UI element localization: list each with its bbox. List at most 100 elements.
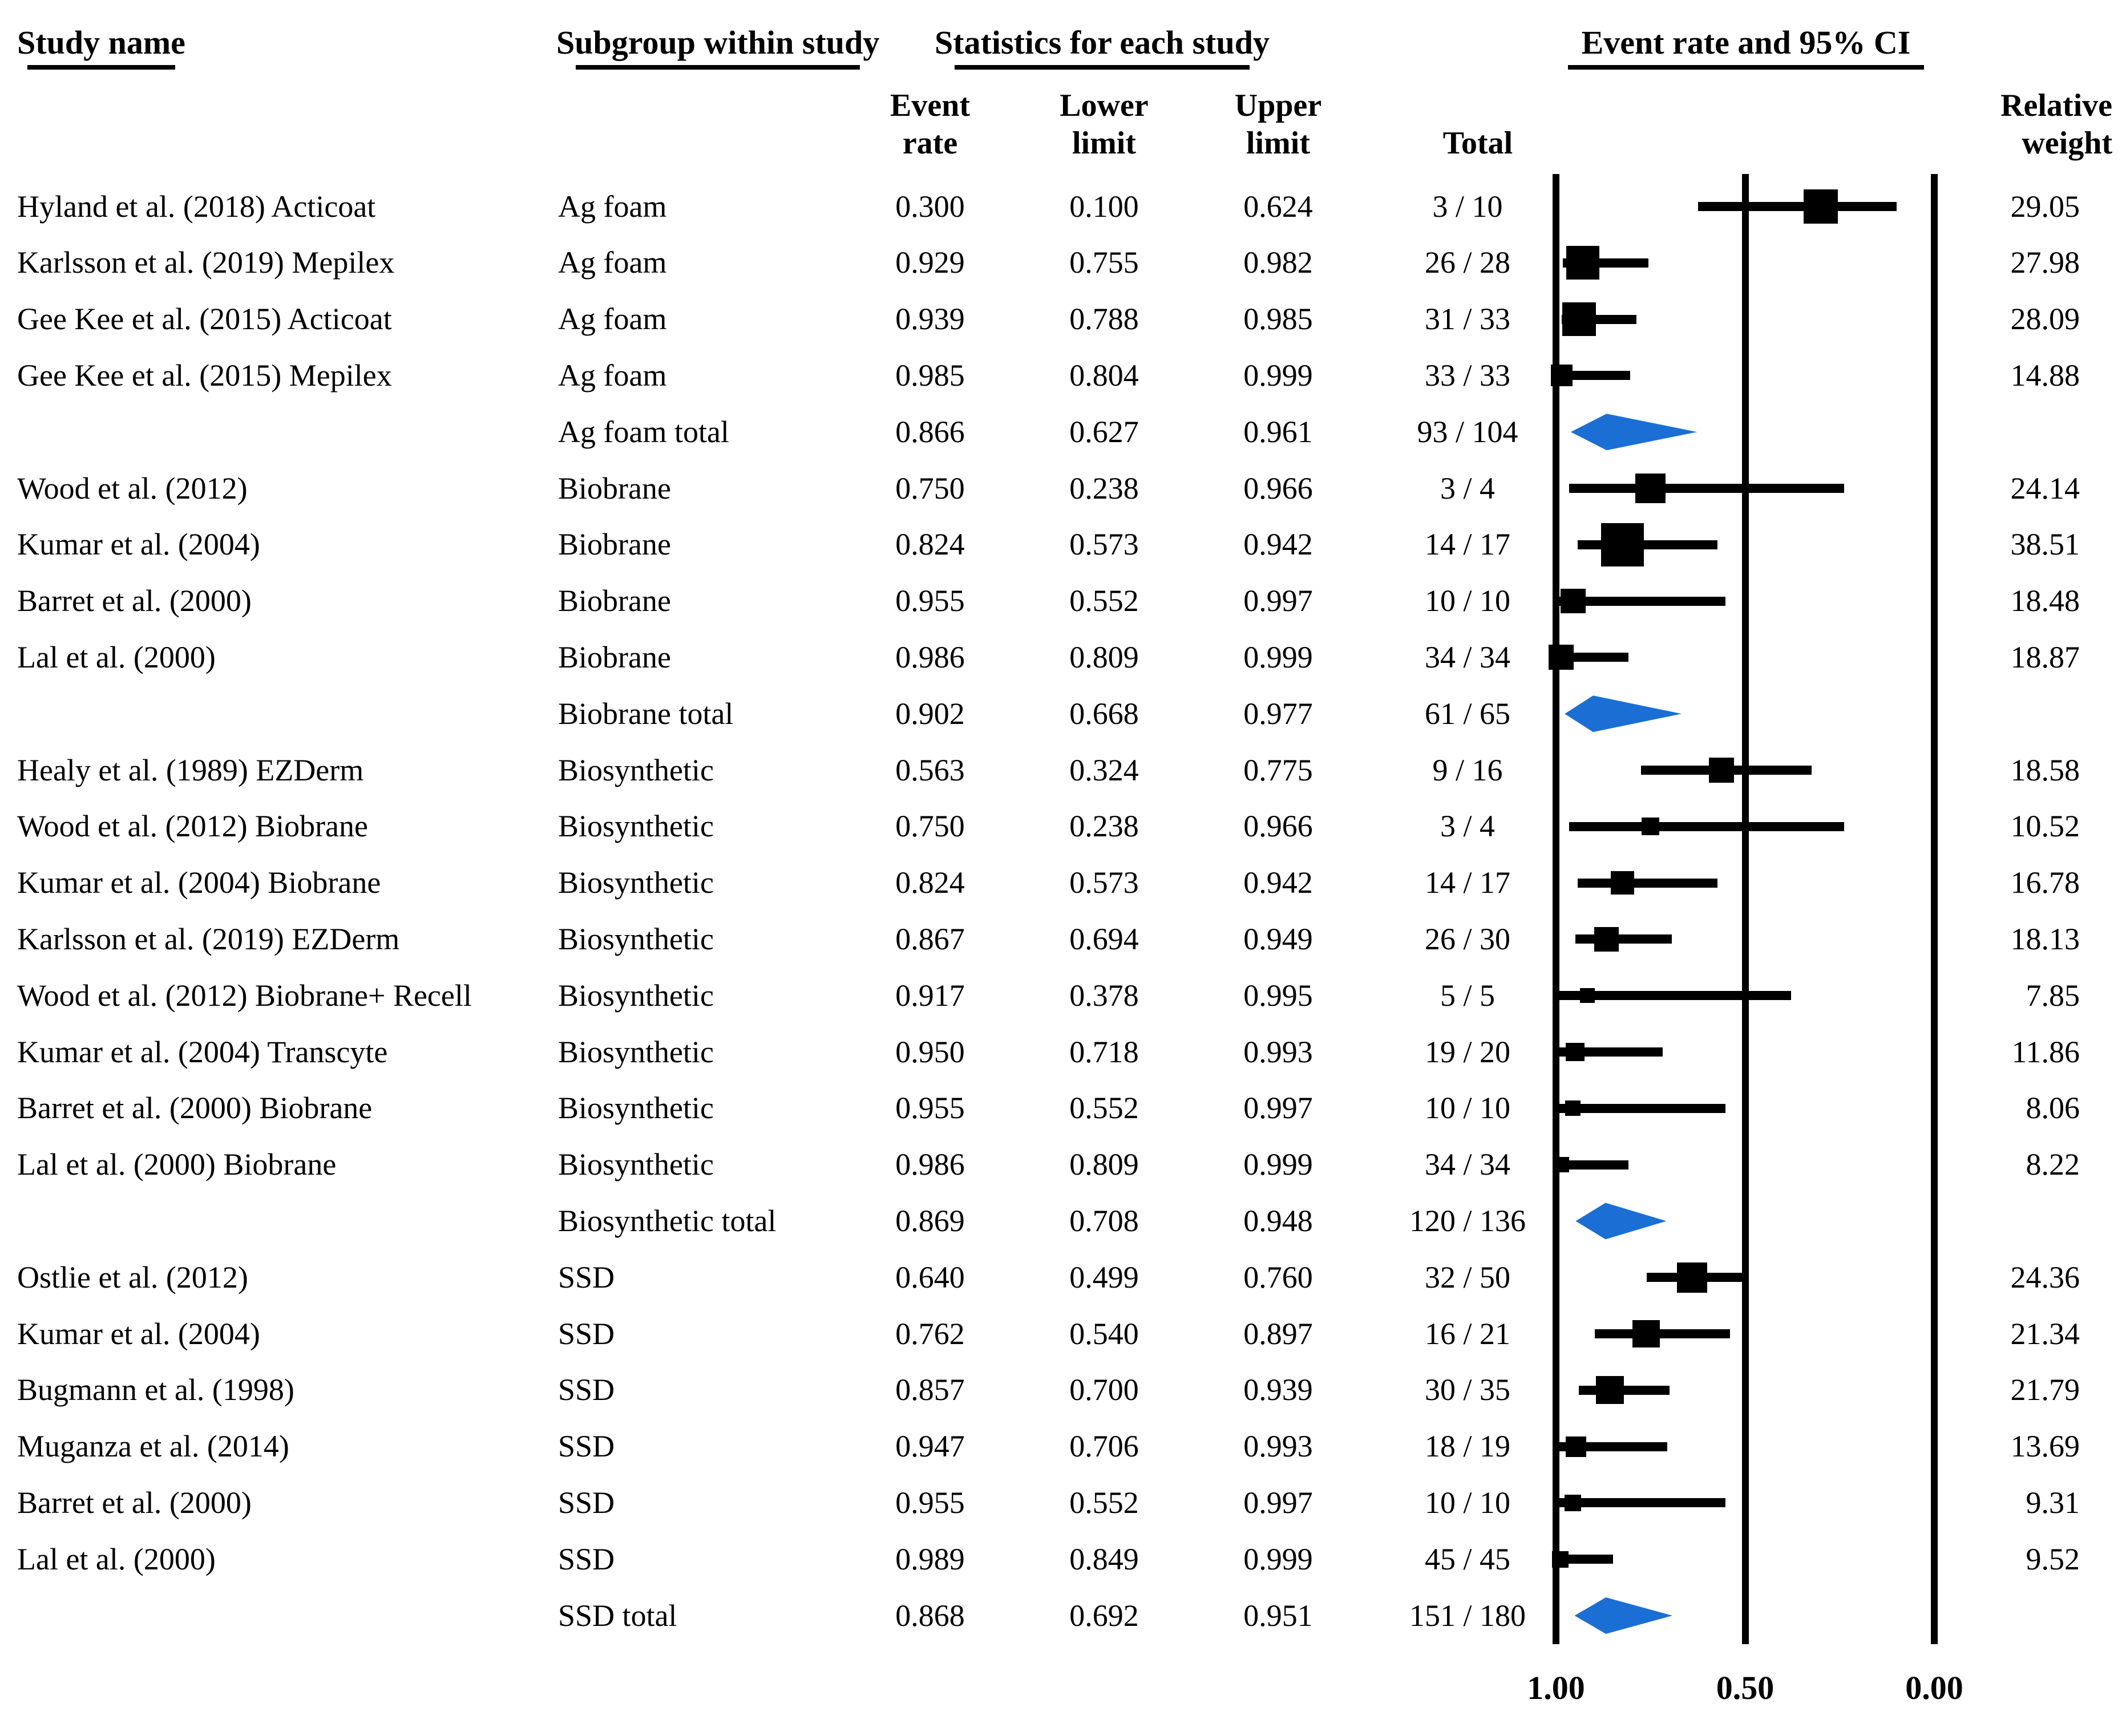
lower-limit-cell: 0.573 <box>1069 865 1139 900</box>
upper-limit-cell: 0.897 <box>1243 1316 1313 1351</box>
relative-weight-cell: 18.13 <box>2010 921 2080 956</box>
upper-limit-cell: 0.942 <box>1243 865 1313 900</box>
subgroup-cell: Biobrane <box>558 527 671 562</box>
upper-limit-cell: 0.949 <box>1243 921 1313 956</box>
lower-limit-cell: 0.552 <box>1069 584 1139 618</box>
event-rate-cell: 0.929 <box>895 245 965 280</box>
axis-tick-label: 0.50 <box>1716 1669 1775 1706</box>
ci-whisker <box>1556 371 1630 381</box>
axis-tick-label: 1.00 <box>1527 1669 1585 1706</box>
upper-limit-cell: 0.999 <box>1243 1541 1313 1576</box>
statistics-header-label: Statistics for each study <box>935 24 1270 61</box>
upper-limit-cell: 0.966 <box>1243 809 1313 844</box>
total-cell: 61 / 65 <box>1424 696 1510 731</box>
statistics-header: Statistics for each study <box>935 23 1270 70</box>
lower-limit-cell: 0.552 <box>1069 1091 1139 1126</box>
event-rate-ci-underline <box>1568 65 1924 70</box>
point-estimate-square <box>1565 1100 1581 1116</box>
point-estimate-square <box>1549 645 1574 670</box>
lower-limit-cell: 0.627 <box>1069 414 1139 449</box>
col-header-upper-limit-line1: Upper <box>1234 88 1322 123</box>
point-estimate-square <box>1611 871 1635 895</box>
total-cell: 151 / 180 <box>1409 1598 1526 1633</box>
statistics-underline <box>955 65 1250 70</box>
event-rate-cell: 0.640 <box>895 1260 965 1294</box>
study-name-cell: Gee Kee et al. (2015) Acticoat <box>17 302 392 337</box>
subgroup-cell: Ag foam <box>558 245 667 280</box>
total-cell: 19 / 20 <box>1424 1034 1510 1069</box>
ci-whisker <box>1575 934 1672 944</box>
relative-weight-cell: 8.22 <box>2026 1147 2080 1182</box>
subgroup-cell: SSD total <box>558 1598 677 1633</box>
point-estimate-square <box>1594 926 1619 952</box>
event-rate-cell: 0.869 <box>895 1203 965 1238</box>
ci-whisker <box>1579 1385 1670 1395</box>
lower-limit-cell: 0.788 <box>1069 302 1139 337</box>
study-name-cell: Wood et al. (2012) Biobrane <box>17 809 368 844</box>
point-estimate-square <box>1565 1494 1582 1511</box>
relative-weight-cell: 38.51 <box>2010 527 2080 562</box>
col-header-lower-limit: Lower limit <box>990 87 1218 162</box>
total-cell: 14 / 17 <box>1424 527 1510 562</box>
ci-whisker <box>1578 540 1718 549</box>
study-name-underline <box>27 65 176 70</box>
col-header-total-label: Total <box>1442 126 1513 161</box>
event-rate-cell: 0.985 <box>895 358 965 392</box>
upper-limit-cell: 0.999 <box>1243 358 1313 392</box>
study-name-cell: Lal et al. (2000) <box>17 1541 216 1576</box>
lower-limit-cell: 0.238 <box>1069 471 1139 505</box>
total-cell: 30 / 35 <box>1424 1373 1510 1407</box>
study-name-cell: Kumar et al. (2004) Transcyte <box>17 1034 388 1069</box>
event-rate-cell: 0.750 <box>895 809 965 844</box>
axis-gridline <box>1741 174 1749 1644</box>
ci-whisker <box>1556 1555 1614 1564</box>
upper-limit-cell: 0.997 <box>1243 1091 1313 1126</box>
lower-limit-cell: 0.706 <box>1069 1429 1139 1464</box>
lower-limit-cell: 0.755 <box>1069 245 1139 280</box>
point-estimate-square <box>1562 302 1596 337</box>
total-cell: 34 / 34 <box>1424 640 1510 674</box>
total-cell: 31 / 33 <box>1424 302 1510 337</box>
col-header-relative-weight-line1: Relative <box>2000 88 2112 123</box>
point-estimate-square <box>1635 473 1666 504</box>
axis-gridline <box>1553 174 1559 1644</box>
subgroup-cell: Biobrane <box>558 640 671 674</box>
event-rate-cell: 0.939 <box>895 302 965 337</box>
total-cell: 3 / 10 <box>1432 189 1503 224</box>
point-estimate-square <box>1566 246 1600 280</box>
event-rate-cell: 0.866 <box>895 414 965 449</box>
lower-limit-cell: 0.573 <box>1069 527 1139 562</box>
subgroup-cell: Biosynthetic total <box>558 1203 777 1238</box>
point-estimate-square <box>1596 1376 1624 1405</box>
point-estimate-square <box>1600 523 1644 566</box>
subgroup-header: Subgroup within study <box>556 23 879 70</box>
event-rate-cell: 0.955 <box>895 1485 965 1520</box>
col-header-relative-weight-line2: weight <box>2022 126 2112 161</box>
subgroup-cell: Biosynthetic <box>558 865 714 900</box>
lower-limit-cell: 0.700 <box>1069 1373 1139 1407</box>
col-header-upper-limit-line2: limit <box>1246 126 1310 161</box>
total-cell: 32 / 50 <box>1424 1260 1510 1294</box>
relative-weight-cell: 9.52 <box>2026 1541 2080 1576</box>
event-rate-cell: 0.300 <box>895 189 965 224</box>
study-name-cell: Karlsson et al. (2019) EZDerm <box>17 921 400 956</box>
total-cell: 45 / 45 <box>1424 1541 1510 1576</box>
lower-limit-cell: 0.804 <box>1069 358 1139 392</box>
upper-limit-cell: 0.775 <box>1243 752 1313 787</box>
point-estimate-square <box>1708 758 1734 783</box>
study-name-cell: Wood et al. (2012) <box>17 471 248 505</box>
axis-gridline <box>1931 174 1938 1644</box>
upper-limit-cell: 0.624 <box>1243 189 1313 224</box>
study-name-cell: Kumar et al. (2004) <box>17 1316 260 1351</box>
relative-weight-cell: 27.98 <box>2010 245 2080 280</box>
relative-weight-cell: 29.05 <box>2010 189 2080 224</box>
study-name-header: Study name <box>17 23 185 70</box>
relative-weight-cell: 28.09 <box>2010 302 2080 337</box>
event-rate-cell: 0.563 <box>895 752 965 787</box>
col-header-lower-limit-line1: Lower <box>1060 88 1149 123</box>
event-rate-cell: 0.902 <box>895 696 965 731</box>
total-cell: 14 / 17 <box>1424 865 1510 900</box>
study-name-cell: Kumar et al. (2004) Biobrane <box>17 865 381 900</box>
total-cell: 3 / 4 <box>1440 809 1495 844</box>
study-name-cell: Lal et al. (2000) <box>17 640 216 674</box>
